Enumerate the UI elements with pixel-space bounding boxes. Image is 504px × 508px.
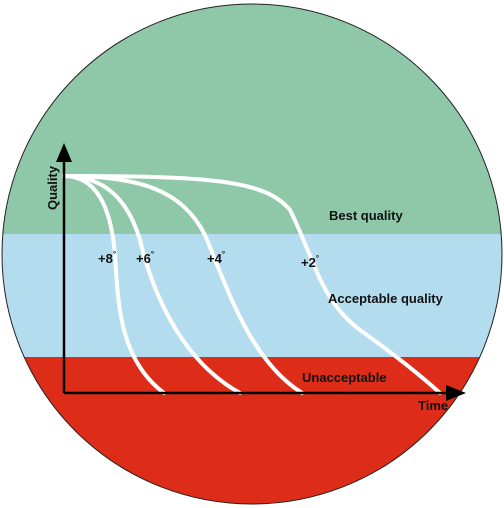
curve-label-plus-6: +6° bbox=[136, 250, 154, 266]
zone-label-acceptable: Acceptable quality bbox=[328, 291, 444, 306]
curve-plus-8 bbox=[62, 174, 166, 395]
curve-plus-4 bbox=[62, 174, 304, 395]
curve-plus-6 bbox=[62, 174, 242, 395]
zone-label-unacceptable: Unacceptable bbox=[302, 370, 387, 385]
y-axis-label: Quality bbox=[45, 165, 60, 210]
zone-unacceptable bbox=[2, 357, 502, 504]
y-axis-arrow-icon bbox=[56, 143, 72, 162]
curve-label-plus-2: +2° bbox=[301, 254, 319, 270]
x-axis-label: Time bbox=[418, 398, 448, 413]
curve-plus-2 bbox=[62, 174, 442, 395]
curve-label-plus-8: +8° bbox=[98, 250, 116, 266]
curve-label-plus-4: +4° bbox=[207, 250, 225, 266]
zone-best-quality bbox=[2, 4, 502, 234]
x-axis-arrow-icon bbox=[446, 385, 466, 401]
zone-label-best: Best quality bbox=[329, 208, 403, 223]
diagram-outline bbox=[1, 3, 503, 505]
